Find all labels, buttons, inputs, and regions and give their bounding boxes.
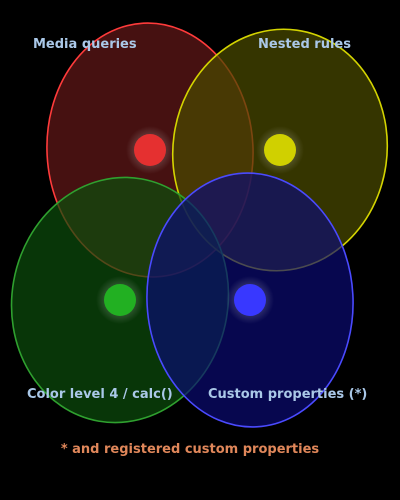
nested-rules-dot <box>264 134 296 166</box>
media-queries-label: Media queries <box>33 37 137 52</box>
custom-properties-dot <box>234 284 266 316</box>
color-level-4-label: Color level 4 / calc() <box>27 387 173 402</box>
color-level-4-dot <box>104 284 136 316</box>
nested-rules-label: Nested rules <box>258 37 351 52</box>
media-queries-dot <box>134 134 166 166</box>
custom-properties-label: Custom properties (*) <box>208 387 368 402</box>
footnote: * and registered custom properties <box>60 442 320 457</box>
